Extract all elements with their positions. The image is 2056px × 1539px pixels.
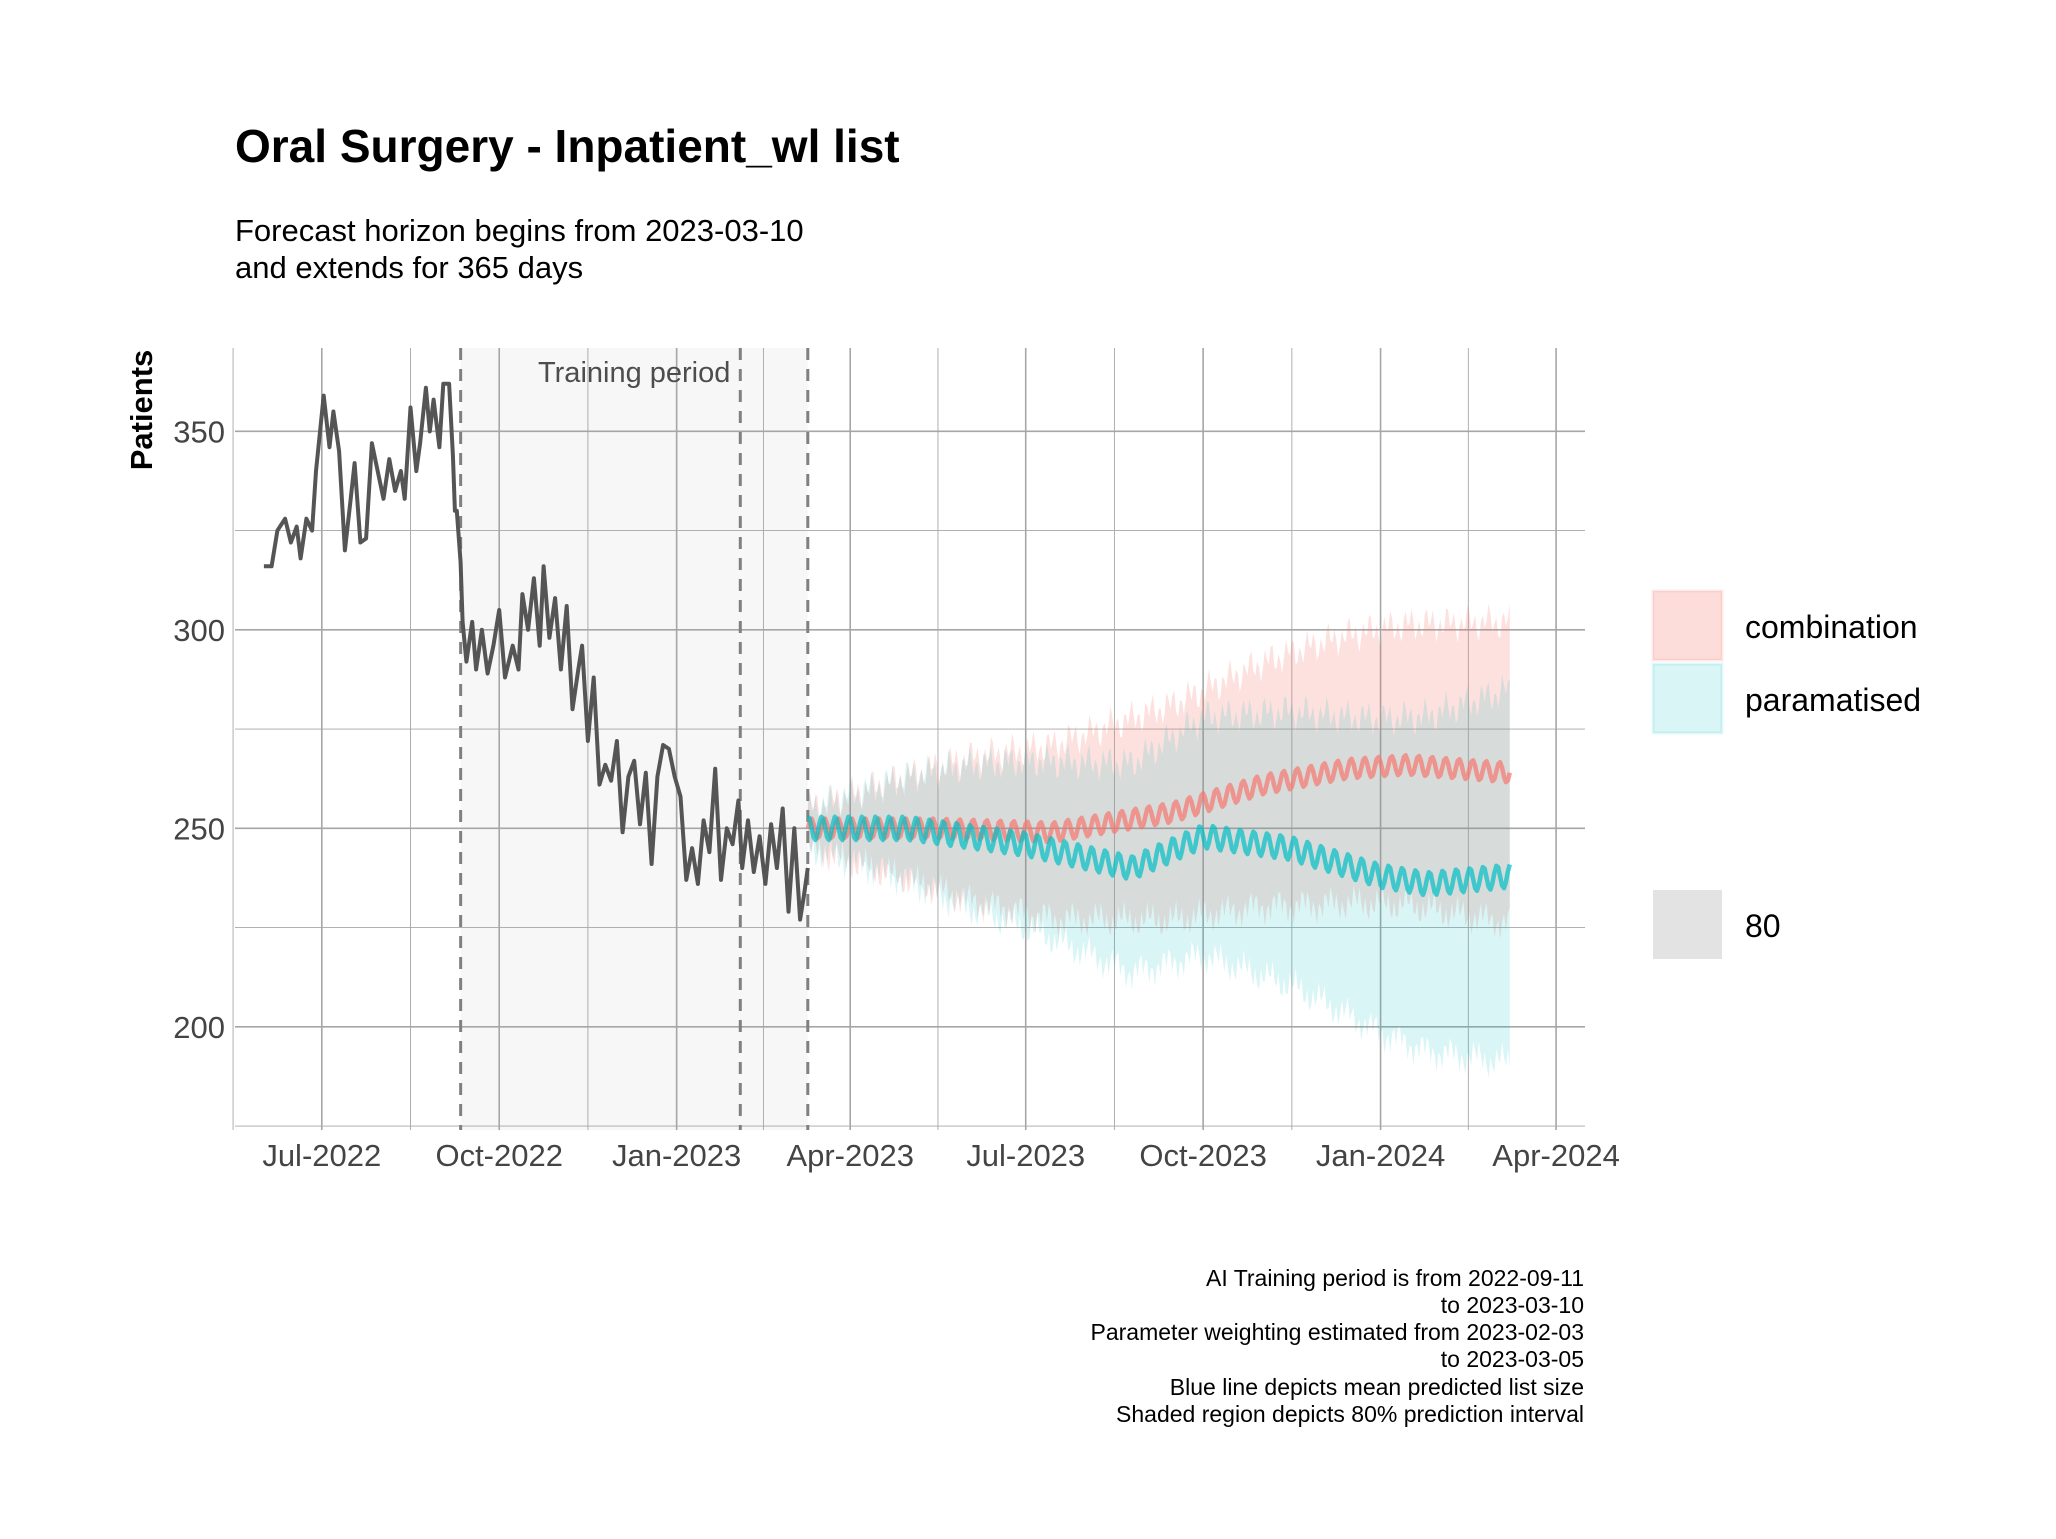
y-tick-label: 350 bbox=[173, 414, 225, 449]
legend-label-paramatised: paramatised bbox=[1745, 682, 1921, 718]
x-tick-label: Oct-2022 bbox=[435, 1138, 563, 1173]
legend: combination paramatised 80 bbox=[1651, 589, 1921, 959]
chart-subtitle-line-2: and extends for 365 days bbox=[235, 250, 583, 285]
prediction-bands bbox=[807, 603, 1510, 1078]
observed-series bbox=[263, 381, 810, 922]
x-tick-label: Jul-2022 bbox=[262, 1138, 381, 1173]
period-markers bbox=[459, 348, 810, 1130]
legend-key-combination bbox=[1651, 589, 1724, 662]
legend-key-interval bbox=[1653, 890, 1722, 959]
caption: AI Training period is from 2022-09-11 to… bbox=[1091, 1265, 1584, 1427]
y-axis-label: Patients bbox=[124, 350, 159, 471]
observed-line bbox=[263, 381, 810, 922]
x-tick-label: Jul-2023 bbox=[966, 1138, 1085, 1173]
x-tick-label: Oct-2023 bbox=[1139, 1138, 1267, 1173]
legend-label-combination: combination bbox=[1745, 609, 1918, 645]
training-period-rect bbox=[460, 348, 808, 1130]
y-tick-label: 200 bbox=[173, 1010, 225, 1045]
caption-line-4: to 2023-03-05 bbox=[1441, 1346, 1584, 1372]
x-tick-label: Jan-2024 bbox=[1316, 1138, 1445, 1173]
caption-line-2: to 2023-03-10 bbox=[1441, 1292, 1584, 1318]
legend-key-paramatised bbox=[1651, 662, 1724, 735]
caption-line-1: AI Training period is from 2022-09-11 bbox=[1206, 1265, 1584, 1291]
chart-subtitle-line-1: Forecast horizon begins from 2023-03-10 bbox=[235, 213, 804, 248]
chart-title: Oral Surgery - Inpatient_wl list bbox=[235, 120, 900, 172]
caption-line-3: Parameter weighting estimated from 2023-… bbox=[1091, 1319, 1584, 1345]
forecast-mean-lines bbox=[805, 753, 1512, 898]
caption-line-5: Blue line depicts mean predicted list si… bbox=[1170, 1374, 1584, 1400]
y-tick-label: 300 bbox=[173, 613, 225, 648]
training-period-label: Training period bbox=[538, 357, 730, 389]
x-tick-label: Apr-2023 bbox=[786, 1138, 914, 1173]
training-period-shading bbox=[460, 348, 808, 1130]
x-tick-label: Jan-2023 bbox=[612, 1138, 741, 1173]
y-tick-label: 250 bbox=[173, 811, 225, 846]
legend-label-interval: 80 bbox=[1745, 908, 1781, 944]
mean-line-paramatised bbox=[806, 814, 1512, 898]
axis-tick-labels: Jul-2022 Oct-2022 Jan-2023 Apr-2023 Jul-2023… bbox=[173, 414, 1620, 1173]
x-tick-label: Apr-2024 bbox=[1492, 1138, 1620, 1173]
caption-line-6: Shaded region depicts 80% prediction int… bbox=[1116, 1401, 1584, 1427]
